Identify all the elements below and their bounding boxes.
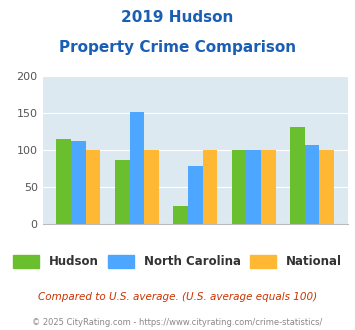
Bar: [203, 150, 217, 224]
Text: © 2025 CityRating.com - https://www.cityrating.com/crime-statistics/: © 2025 CityRating.com - https://www.city…: [32, 318, 323, 327]
Bar: [290, 127, 305, 224]
Bar: [261, 150, 275, 224]
Text: 2019 Hudson: 2019 Hudson: [121, 10, 234, 25]
Text: Property Crime Comparison: Property Crime Comparison: [59, 40, 296, 54]
Text: Compared to U.S. average. (U.S. average equals 100): Compared to U.S. average. (U.S. average …: [38, 292, 317, 302]
Legend: Hudson, North Carolina, National: Hudson, North Carolina, National: [9, 250, 346, 273]
Bar: [320, 150, 334, 224]
Bar: [130, 112, 144, 224]
Bar: [86, 150, 100, 224]
Bar: [246, 150, 261, 224]
Bar: [232, 150, 246, 224]
Bar: [115, 160, 130, 224]
Bar: [71, 141, 86, 224]
Bar: [144, 150, 159, 224]
Bar: [305, 145, 320, 224]
Bar: [173, 206, 188, 224]
Bar: [56, 139, 71, 224]
Bar: [188, 166, 203, 224]
